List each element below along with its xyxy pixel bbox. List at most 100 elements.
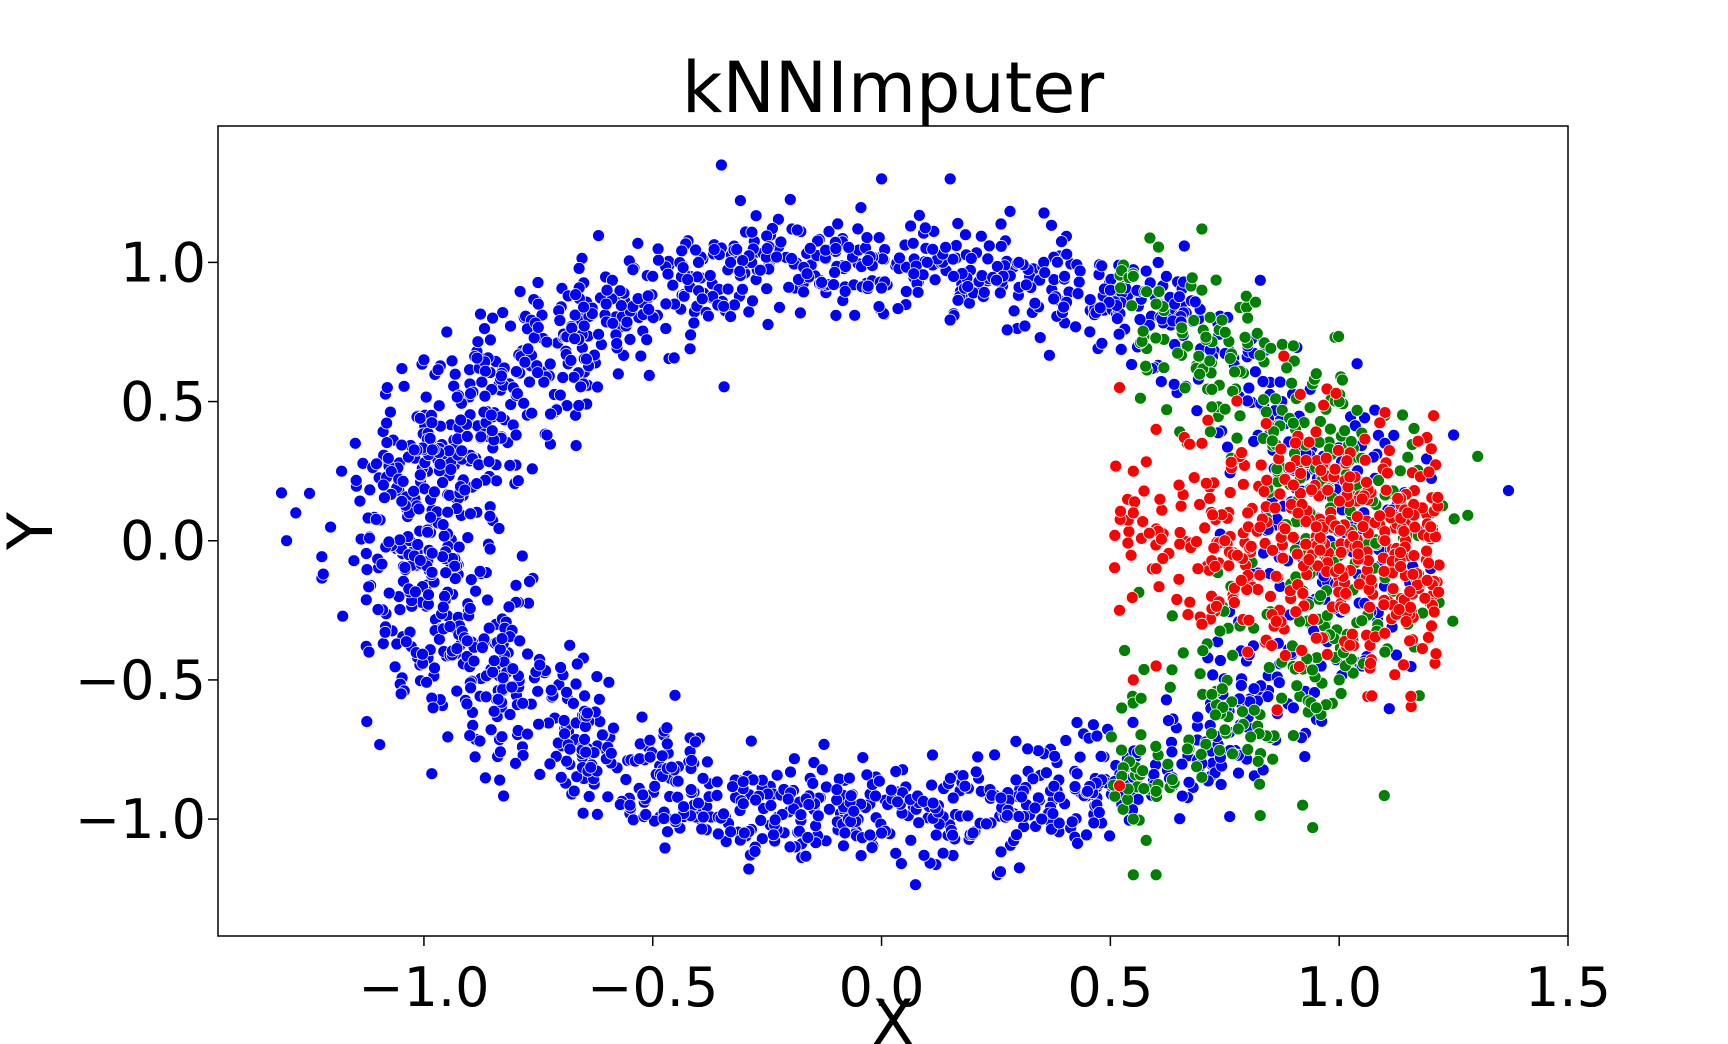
scatter-point-red xyxy=(1377,598,1391,612)
scatter-point-red xyxy=(1394,546,1407,559)
scatter-point-blue xyxy=(523,575,536,588)
scatter-point-red xyxy=(1121,536,1135,550)
scatter-point-red xyxy=(1313,531,1327,544)
scatter-point-blue xyxy=(799,849,813,863)
scatter-point-blue xyxy=(360,563,374,576)
scatter-point-blue xyxy=(567,697,580,710)
scatter-point-red xyxy=(1420,574,1434,587)
scatter-point-green xyxy=(1280,361,1294,375)
scatter-point-blue xyxy=(491,692,505,706)
scatter-point-blue xyxy=(1139,264,1153,278)
scatter-point-red xyxy=(1291,506,1305,520)
scatter-point-blue xyxy=(681,273,694,286)
scatter-point-blue xyxy=(511,387,524,401)
scatter-point-red xyxy=(1299,454,1313,467)
scatter-point-blue xyxy=(554,661,567,674)
scatter-point-blue xyxy=(484,723,498,737)
scatter-point-blue xyxy=(1182,775,1196,789)
scatter-point-blue xyxy=(1253,273,1267,287)
scatter-point-blue xyxy=(1273,375,1287,389)
scatter-point-red xyxy=(1253,520,1267,534)
scatter-point-red xyxy=(1388,668,1402,682)
scatter-point-blue xyxy=(929,828,943,842)
scatter-point-blue xyxy=(1090,729,1104,743)
scatter-point-blue xyxy=(613,284,627,298)
scatter-point-blue xyxy=(413,554,427,567)
scatter-point-red xyxy=(1173,537,1187,551)
scatter-point-blue xyxy=(578,689,591,703)
scatter-point-green xyxy=(1251,754,1265,768)
scatter-point-red xyxy=(1222,559,1236,573)
scatter-point-blue xyxy=(407,484,421,498)
scatter-point-blue xyxy=(1214,778,1228,791)
scatter-point-blue xyxy=(1055,235,1068,249)
scatter-point-blue xyxy=(502,600,516,614)
scatter-point-blue xyxy=(696,810,710,824)
scatter-point-red xyxy=(1416,642,1429,655)
scatter-point-blue xyxy=(599,297,613,311)
scatter-point-red xyxy=(1295,644,1309,657)
scatter-point-blue xyxy=(554,770,568,784)
scatter-point-red xyxy=(1422,465,1436,479)
scatter-point-blue xyxy=(815,275,828,289)
scatter-point-red xyxy=(1190,535,1203,548)
scatter-point-blue xyxy=(966,826,980,840)
scatter-point-blue xyxy=(380,381,394,395)
scatter-point-blue xyxy=(815,763,829,777)
scatter-point-blue xyxy=(1175,789,1189,803)
scatter-point-blue xyxy=(1151,256,1165,269)
scatter-point-blue xyxy=(556,371,570,384)
scatter-point-blue xyxy=(398,561,412,574)
scatter-point-blue xyxy=(450,642,464,655)
scatter-point-blue xyxy=(634,349,648,363)
scatter-point-blue xyxy=(452,540,466,554)
scatter-point-blue xyxy=(419,390,433,404)
scatter-point-blue xyxy=(425,416,439,430)
scatter-point-green xyxy=(1218,723,1232,737)
scatter-point-blue xyxy=(1046,807,1060,820)
scatter-point-green xyxy=(1149,331,1163,345)
scatter-point-blue xyxy=(1083,325,1097,339)
scatter-point-blue xyxy=(899,285,913,298)
scatter-point-blue xyxy=(1028,296,1042,310)
scatter-point-red xyxy=(1195,436,1209,450)
scatter-point-blue xyxy=(755,832,769,846)
scatter-point-red xyxy=(1377,564,1391,578)
scatter-point-green xyxy=(1149,868,1163,882)
scatter-point-red xyxy=(1223,486,1237,499)
scatter-point-blue xyxy=(483,542,497,556)
scatter-point-blue xyxy=(1018,319,1032,333)
scatter-point-green xyxy=(1259,405,1273,419)
scatter-point-blue xyxy=(335,464,349,478)
scatter-point-green xyxy=(1253,348,1267,362)
scatter-point-blue xyxy=(936,846,950,860)
scatter-point-red xyxy=(1309,631,1323,645)
scatter-point-blue xyxy=(572,261,586,275)
scatter-point-blue xyxy=(510,365,523,379)
scatter-point-blue xyxy=(569,288,582,302)
scatter-point-blue xyxy=(687,316,701,330)
scatter-point-blue xyxy=(788,752,801,766)
scatter-point-green xyxy=(1203,310,1217,324)
scatter-point-blue xyxy=(1028,801,1042,815)
scatter-point-blue xyxy=(604,746,618,760)
scatter-point-blue xyxy=(425,546,439,560)
scatter-point-blue xyxy=(497,789,511,803)
scatter-point-blue xyxy=(744,734,758,748)
scatter-point-green xyxy=(1350,403,1364,417)
scatter-point-blue xyxy=(1009,773,1023,787)
scatter-point-blue xyxy=(770,250,783,264)
scatter-point-blue xyxy=(980,817,993,831)
scatter-point-green xyxy=(1165,773,1179,786)
scatter-point-green xyxy=(1336,373,1349,387)
scatter-point-blue xyxy=(817,738,831,751)
scatter-point-red xyxy=(1124,548,1138,562)
scatter-point-red xyxy=(1399,615,1413,628)
scatter-point-blue xyxy=(590,670,604,683)
scatter-point-green xyxy=(1194,748,1208,761)
scatter-point-red xyxy=(1126,673,1140,687)
scatter-point-red xyxy=(1360,475,1373,489)
scatter-point-red xyxy=(1425,619,1438,633)
scatter-point-blue xyxy=(701,755,714,769)
scatter-point-red xyxy=(1379,483,1393,497)
